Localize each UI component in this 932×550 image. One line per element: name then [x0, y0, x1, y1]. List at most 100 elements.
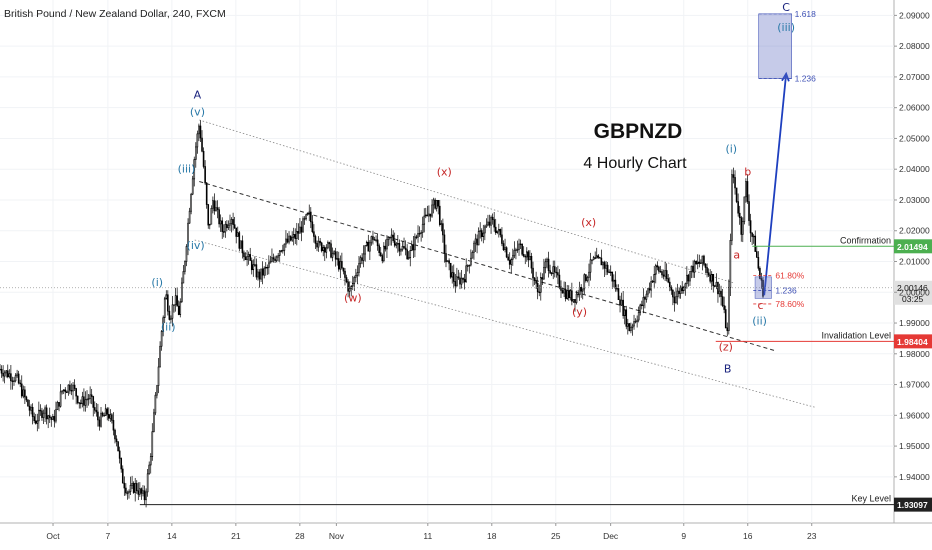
candle-up [171, 304, 174, 319]
candle-up [145, 491, 147, 501]
candle-down [603, 262, 606, 269]
wave-label: (iv) [187, 239, 205, 252]
wave-label: (i) [151, 276, 163, 289]
candle-down [120, 458, 123, 470]
candle-up [47, 415, 49, 420]
candle-down [594, 257, 596, 259]
candle-down [117, 441, 119, 452]
candle-down [243, 252, 245, 258]
candle-down [755, 251, 758, 258]
candle-down [177, 305, 180, 315]
candle-up [174, 295, 177, 306]
candle-up [424, 214, 427, 217]
price-tick-label: 1.99000 [899, 318, 930, 328]
candle-down [557, 272, 559, 276]
candle-up [602, 262, 604, 266]
candle-up [364, 245, 366, 255]
candle-up [512, 255, 514, 260]
price-tick-label: 2.07000 [899, 72, 930, 82]
candle-down [330, 243, 332, 258]
candle-up [280, 250, 283, 252]
candle-up [148, 464, 150, 475]
candle-down [379, 252, 382, 256]
candle-down [459, 277, 461, 285]
candle-down [614, 279, 617, 289]
candle-up [369, 242, 371, 252]
candle-down [415, 236, 418, 238]
candle-down [480, 230, 483, 237]
candle-down [524, 255, 527, 258]
candle-down [241, 240, 244, 254]
candle-down [754, 235, 757, 252]
candle-up [482, 232, 485, 237]
candle-up [634, 321, 637, 323]
candle-down [580, 287, 582, 292]
candle-up [513, 249, 516, 257]
candle-down [507, 256, 509, 261]
level-label: Key Level [851, 494, 891, 504]
candle-down [112, 420, 115, 431]
candle-up [109, 414, 112, 419]
candle-up [650, 281, 652, 291]
candle-down [381, 255, 384, 262]
candle-up [742, 221, 744, 235]
candle-up [288, 235, 290, 243]
candle-down [384, 245, 387, 250]
candle-down [502, 243, 505, 250]
candle-down [681, 286, 684, 292]
candle-down [25, 396, 28, 401]
candle-down [90, 394, 93, 397]
candle-up [421, 223, 424, 233]
candle-up [715, 281, 718, 287]
candle-up [700, 262, 702, 265]
candle-up [129, 485, 132, 492]
candle-down [19, 382, 22, 385]
candle-up [563, 289, 565, 294]
candle-up [375, 239, 377, 241]
candle-up [325, 247, 328, 253]
candle-up [229, 223, 231, 226]
candle-up [153, 412, 155, 432]
candle-up [339, 261, 342, 270]
candle-up [420, 232, 422, 234]
candle-down [64, 389, 67, 393]
candle-down [76, 395, 79, 403]
candle-down [50, 417, 53, 420]
candle-down [533, 277, 536, 281]
candle-up [212, 200, 214, 209]
candle-up [479, 230, 481, 232]
candle-up [230, 219, 233, 224]
candle-up [417, 233, 419, 238]
candle-up [100, 412, 102, 427]
time-tick-label: 25 [551, 531, 561, 541]
price-tick-label: 2.02000 [899, 226, 930, 236]
candle-up [72, 384, 74, 392]
candle-up [14, 375, 17, 382]
candle-up [191, 178, 194, 195]
candle-down [429, 213, 432, 217]
candle-up [679, 286, 682, 294]
candle-down [499, 229, 502, 236]
candle-down [216, 207, 219, 210]
candle-up [529, 256, 531, 261]
candle-up [224, 223, 227, 233]
candle-up [126, 492, 129, 494]
candle-down [201, 137, 203, 152]
wave-label: (ii) [752, 315, 767, 328]
candle-up [752, 235, 755, 238]
horizontal-levels: Confirmation 2.01494 Invalidation Level 1.9… [0, 71, 932, 512]
candle-down [521, 243, 523, 255]
wave-label: A [194, 88, 202, 101]
price-tick-label: 2.08000 [899, 41, 930, 51]
candle-up [336, 258, 339, 260]
candle-down [438, 205, 441, 225]
price-axis-panel[interactable] [894, 0, 932, 550]
candle-up [308, 211, 311, 214]
candle-down [426, 214, 429, 217]
candle-down [672, 290, 674, 298]
candle-down [760, 278, 763, 281]
candle-up [269, 261, 272, 264]
candle-down [561, 290, 564, 294]
candle-up [268, 262, 270, 268]
